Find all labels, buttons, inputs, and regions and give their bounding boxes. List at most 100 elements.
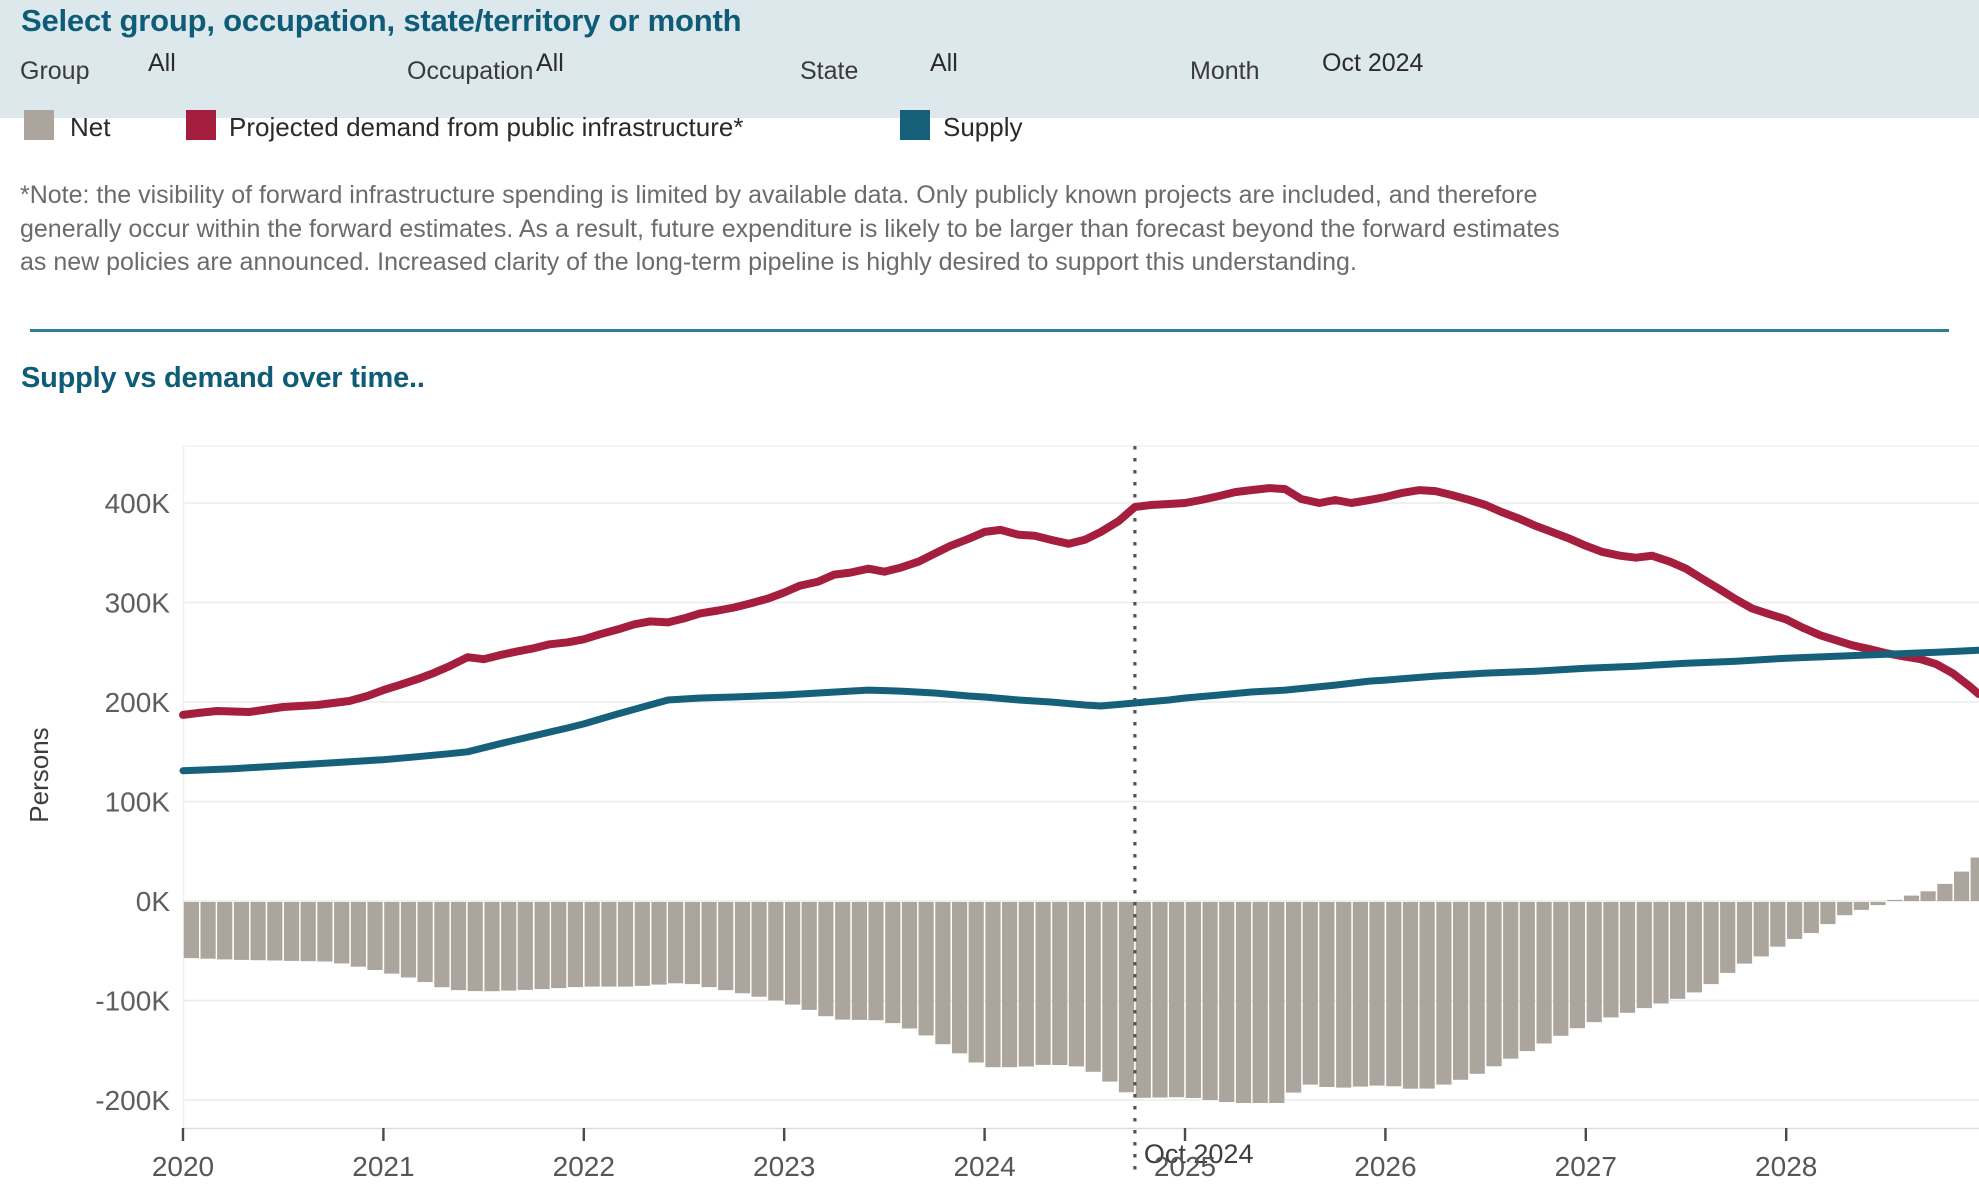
net-bar[interactable]: [1653, 902, 1669, 1004]
net-bar[interactable]: [1185, 902, 1201, 1098]
net-bar[interactable]: [952, 902, 968, 1054]
net-bar[interactable]: [1202, 902, 1218, 1100]
net-bar[interactable]: [367, 902, 383, 970]
net-bar[interactable]: [1302, 902, 1318, 1085]
net-bar[interactable]: [1770, 902, 1786, 947]
legend-label-projected-demand[interactable]: Projected demand from public infrastruct…: [229, 112, 744, 142]
net-bar[interactable]: [718, 902, 734, 991]
net-bar[interactable]: [1386, 902, 1402, 1087]
net-bar[interactable]: [985, 902, 1001, 1068]
net-bar[interactable]: [400, 902, 417, 978]
filter-value-month[interactable]: Oct 2024: [1322, 49, 1424, 77]
net-bar[interactable]: [1152, 902, 1168, 1098]
legend-swatch-projected-demand[interactable]: [186, 110, 216, 140]
net-bar[interactable]: [350, 902, 366, 967]
net-bar[interactable]: [1686, 902, 1702, 993]
net-bar[interactable]: [200, 902, 216, 959]
net-bar[interactable]: [768, 902, 784, 1001]
net-bar[interactable]: [1352, 902, 1368, 1087]
net-bar[interactable]: [818, 902, 834, 1017]
net-bar[interactable]: [484, 902, 500, 992]
filter-value-occupation[interactable]: All: [536, 49, 564, 77]
net-bar[interactable]: [1319, 902, 1335, 1087]
net-bar[interactable]: [1736, 902, 1753, 964]
net-bar[interactable]: [1035, 902, 1051, 1065]
net-bar[interactable]: [1937, 883, 1953, 901]
net-bar[interactable]: [885, 902, 901, 1024]
net-bar[interactable]: [1503, 902, 1519, 1059]
net-bar[interactable]: [1753, 902, 1769, 957]
net-bar[interactable]: [1569, 902, 1585, 1029]
net-bar[interactable]: [417, 902, 433, 982]
net-bar[interactable]: [1803, 902, 1819, 933]
net-bar[interactable]: [1068, 902, 1084, 1067]
net-bar[interactable]: [501, 902, 517, 991]
net-bar[interactable]: [233, 902, 250, 960]
net-bar[interactable]: [1002, 902, 1018, 1068]
net-bar[interactable]: [918, 902, 934, 1036]
net-bar[interactable]: [450, 902, 467, 991]
net-bar[interactable]: [684, 902, 700, 985]
net-bar[interactable]: [1954, 871, 1970, 901]
supply-line[interactable]: [179, 646, 1979, 775]
net-bar[interactable]: [1336, 902, 1352, 1088]
net-bar[interactable]: [1703, 902, 1719, 985]
net-bar[interactable]: [1586, 902, 1602, 1023]
net-bar[interactable]: [651, 902, 667, 985]
net-bar[interactable]: [1118, 902, 1135, 1093]
net-bar[interactable]: [567, 902, 583, 988]
net-bar[interactable]: [1553, 902, 1569, 1036]
net-bar[interactable]: [1820, 902, 1836, 925]
net-bar[interactable]: [384, 902, 400, 974]
net-bar[interactable]: [1870, 902, 1886, 906]
net-bar[interactable]: [1219, 902, 1235, 1102]
net-bar[interactable]: [584, 902, 600, 987]
net-bar[interactable]: [1135, 902, 1151, 1098]
net-bar[interactable]: [267, 902, 283, 961]
net-bar[interactable]: [217, 902, 233, 960]
net-bar[interactable]: [1469, 902, 1485, 1074]
net-bar[interactable]: [1519, 902, 1535, 1052]
net-bar[interactable]: [1085, 902, 1101, 1072]
net-bar[interactable]: [534, 902, 550, 990]
net-bar[interactable]: [901, 902, 918, 1029]
filter-value-group[interactable]: All: [148, 49, 176, 77]
net-bar[interactable]: [1369, 902, 1385, 1086]
net-bar[interactable]: [935, 902, 951, 1045]
net-bar[interactable]: [317, 902, 333, 962]
net-bar[interactable]: [785, 902, 801, 1005]
net-bar[interactable]: [868, 902, 884, 1021]
legend-swatch-net[interactable]: [24, 110, 54, 140]
net-bar[interactable]: [1970, 857, 1979, 902]
legend-swatch-supply[interactable]: [900, 110, 930, 140]
net-bar[interactable]: [1670, 902, 1686, 999]
net-bar[interactable]: [1453, 902, 1469, 1080]
net-bar[interactable]: [1286, 902, 1302, 1093]
net-bar[interactable]: [1436, 902, 1452, 1085]
net-bar[interactable]: [734, 902, 751, 994]
net-bar[interactable]: [851, 902, 867, 1020]
net-bar[interactable]: [1235, 902, 1252, 1103]
net-bar[interactable]: [1853, 902, 1869, 910]
legend-label-net[interactable]: Net: [70, 112, 111, 142]
net-bar[interactable]: [250, 902, 266, 961]
net-bar[interactable]: [434, 902, 450, 988]
filter-value-state[interactable]: All: [930, 49, 958, 77]
net-bar[interactable]: [617, 902, 634, 987]
net-bar[interactable]: [1887, 899, 1903, 901]
net-bar[interactable]: [1052, 902, 1068, 1065]
net-bar[interactable]: [1720, 902, 1736, 973]
net-bar[interactable]: [1536, 902, 1552, 1044]
net-bar[interactable]: [467, 902, 483, 992]
net-bar[interactable]: [701, 902, 717, 988]
net-bar[interactable]: [968, 902, 984, 1063]
net-bar[interactable]: [300, 902, 316, 962]
net-bar[interactable]: [1419, 902, 1435, 1089]
net-bar[interactable]: [284, 902, 300, 961]
net-bar[interactable]: [801, 902, 817, 1010]
net-bar[interactable]: [1486, 902, 1502, 1067]
demand-line[interactable]: [179, 484, 1979, 719]
net-bar[interactable]: [334, 902, 350, 964]
net-bar[interactable]: [1269, 902, 1285, 1103]
